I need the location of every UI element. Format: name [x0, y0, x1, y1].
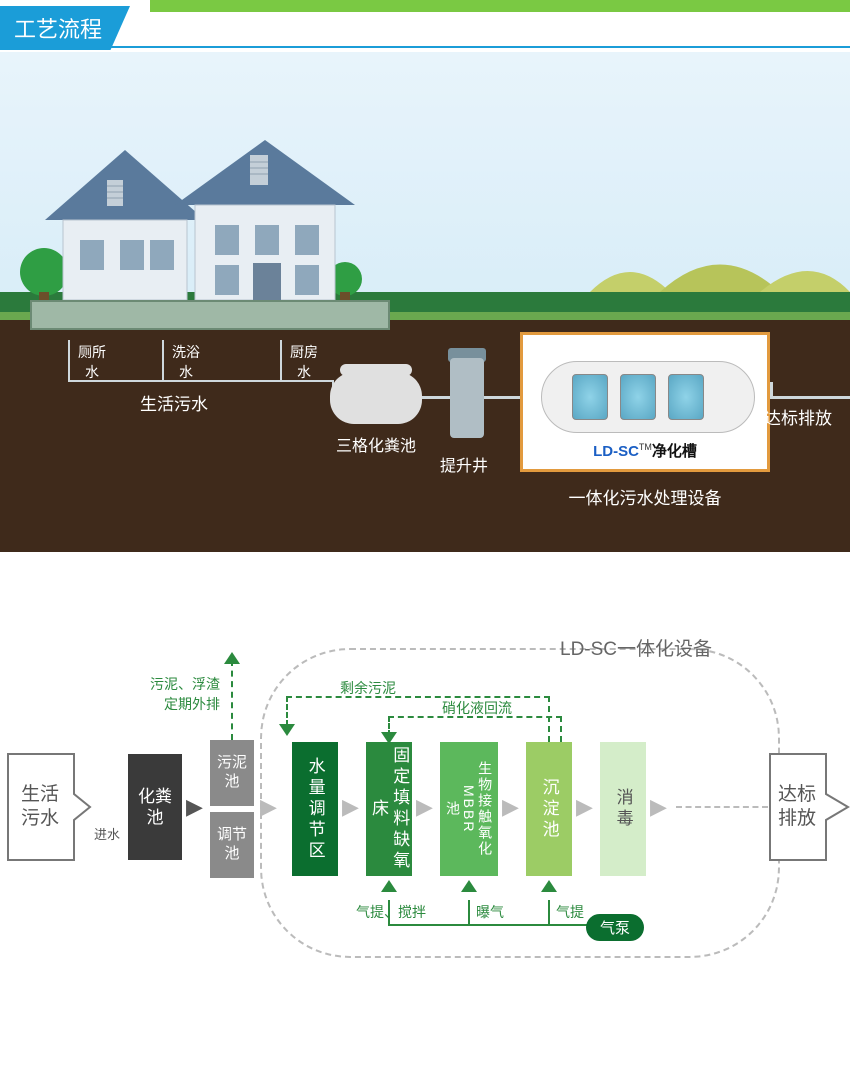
- equipment-caption: 一体化污水处理设备: [520, 484, 770, 509]
- node-inlet: 生活 污水: [6, 752, 74, 862]
- air-line: [468, 900, 470, 924]
- node-stage-1: 固定填料缺氧床: [366, 742, 412, 876]
- return-sludge-line: [286, 696, 288, 726]
- pipe: [770, 396, 850, 399]
- flowchart: LD-SC一体化设备 生活 污水 进水 化粪 池 ▶ 污泥 池 调节 池 污泥、…: [0, 612, 850, 1032]
- arrow-icon: ▶: [502, 794, 519, 820]
- septic-tank-icon: [330, 372, 422, 424]
- process-scene: 厕所 水 洗浴 水 厨房 水 生活污水 三格化粪池 提升井 LD-SCTM净化槽…: [0, 52, 850, 552]
- section-header: 工艺流程: [0, 0, 850, 48]
- label-discharge: 达标排放: [764, 404, 832, 429]
- arrow-icon: ▶: [650, 794, 667, 820]
- nitrate-line: [560, 716, 562, 742]
- arrow-icon: ▶: [342, 794, 359, 820]
- pipe: [280, 340, 282, 380]
- air-line: [548, 900, 550, 924]
- arrow-icon: ▶: [260, 794, 277, 820]
- tank-icon: [541, 361, 755, 433]
- label-return-sludge: 剩余污泥: [340, 678, 396, 698]
- label-lift: 提升井: [440, 452, 488, 476]
- label-sludge-out: 污泥、浮渣 定期外排: [150, 674, 220, 714]
- label-airlift: 气提: [556, 902, 584, 922]
- air-manifold: [388, 924, 600, 926]
- label-domestic: 生活污水: [140, 390, 208, 415]
- return-sludge-line: [548, 696, 550, 742]
- label-septic: 三格化粪池: [330, 432, 422, 456]
- label-inflow: 进水: [94, 824, 120, 843]
- pipe: [162, 340, 164, 380]
- label-aerate: 曝气: [476, 902, 504, 922]
- node-outlet: 达标 排放: [768, 752, 826, 862]
- arrowhead-up-icon: [224, 652, 240, 664]
- pipe: [422, 396, 452, 399]
- house-icon: [45, 140, 355, 310]
- header-title: 工艺流程: [0, 6, 130, 50]
- node-stage-2: 生物接触氧化 MBBR 池: [440, 742, 498, 876]
- equipment-brand-label: LD-SCTM净化槽: [523, 440, 767, 461]
- pipe: [770, 382, 773, 398]
- arrow-icon: ▶: [416, 794, 433, 820]
- arrowhead-down-icon: [381, 732, 397, 744]
- lift-well-icon: [450, 358, 484, 438]
- node-stage-0: 水量调节区: [292, 742, 338, 876]
- pump-node: 气泵: [586, 914, 644, 941]
- arrow-icon: ▶: [186, 794, 203, 820]
- label-toilet: 厕所 水: [78, 342, 106, 382]
- node-stage-3: 沉淀池: [526, 742, 572, 876]
- arrow-icon: ▶: [576, 794, 593, 820]
- label-bath: 洗浴 水: [172, 342, 200, 382]
- header-accent: [150, 0, 850, 12]
- arrowhead-up-icon: [541, 880, 557, 892]
- equipment-box: LD-SCTM净化槽: [520, 332, 770, 472]
- label-mix: 气提、搅拌: [356, 902, 426, 922]
- house-platform: [30, 300, 390, 330]
- loop-title: LD-SC一体化设备: [560, 634, 712, 661]
- arrowhead-up-icon: [381, 880, 397, 892]
- sludge-out-line: [231, 660, 233, 740]
- hills: [590, 242, 850, 292]
- label-nitrate: 硝化液回流: [442, 698, 512, 718]
- node-stage-4: 消毒: [600, 742, 646, 876]
- pipe: [484, 396, 522, 399]
- arrowhead-down-icon: [279, 724, 295, 736]
- label-kitchen: 厨房 水: [290, 342, 318, 382]
- node-adjust-tank: 调节 池: [210, 812, 254, 878]
- pipe: [68, 340, 70, 380]
- arrowhead-up-icon: [461, 880, 477, 892]
- node-septic: 化粪 池: [128, 754, 182, 860]
- dash-to-outlet: [676, 806, 768, 808]
- equipment-loop: [260, 648, 780, 958]
- node-sludge-tank: 污泥 池: [210, 740, 254, 806]
- header-underline: [0, 46, 850, 48]
